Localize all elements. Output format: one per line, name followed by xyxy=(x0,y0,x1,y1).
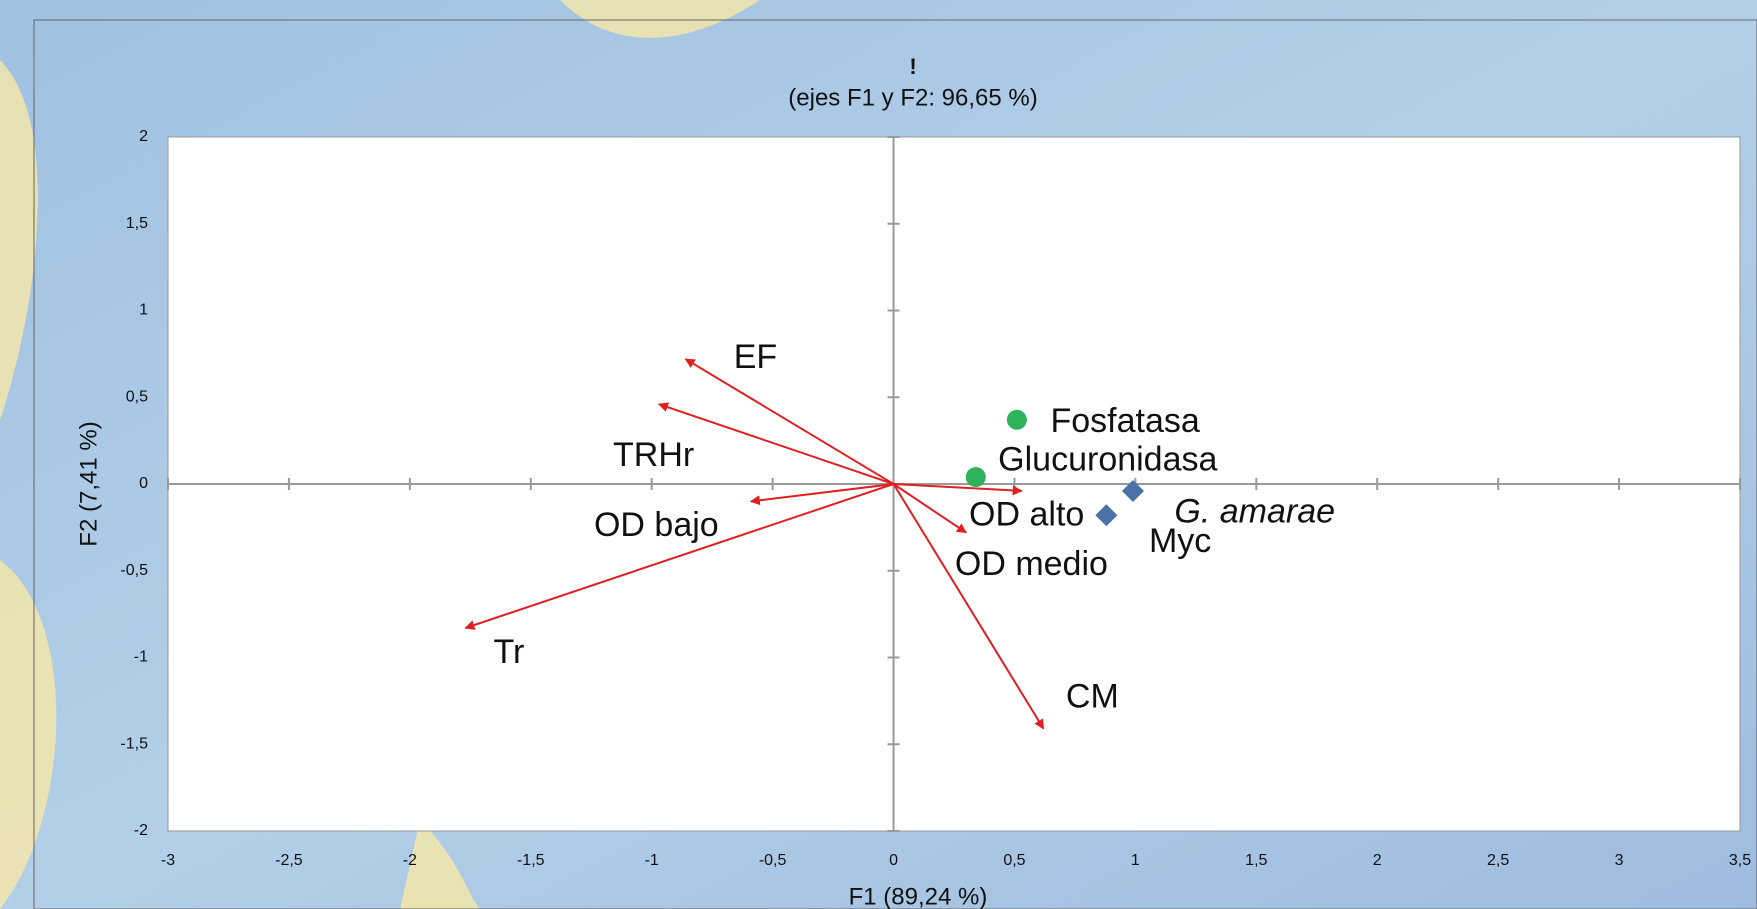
vector-label: OD medio xyxy=(955,545,1108,583)
x-tick-label: -3 xyxy=(161,852,175,869)
x-tick-label: 0 xyxy=(889,852,898,869)
y-tick-label: 2 xyxy=(139,128,148,145)
x-tick-label: -1,5 xyxy=(517,852,545,869)
y-tick-label: 1 xyxy=(139,302,148,319)
vector-label: TRHr xyxy=(613,436,694,474)
x-tick-label: 3,5 xyxy=(1729,852,1751,869)
y-tick-label: -2 xyxy=(134,822,148,839)
y-tick-label: -1,5 xyxy=(120,735,148,752)
vector-label: CM xyxy=(1066,677,1119,715)
chart-title: ! xyxy=(909,54,916,79)
x-tick-label: -0,5 xyxy=(759,852,787,869)
y-tick-label: 0,5 xyxy=(126,388,148,405)
y-tick-label: -0,5 xyxy=(120,562,148,579)
x-tick-label: 2,5 xyxy=(1487,852,1509,869)
x-tick-label: -1 xyxy=(645,852,659,869)
vector-label: OD alto xyxy=(969,496,1084,534)
point-label: Fosfatasa xyxy=(1050,402,1199,440)
chart: ! (ejes F1 y F2: 96,65 %) F1 (89,24 %) F… xyxy=(0,0,1757,909)
x-tick-label: 2 xyxy=(1373,852,1382,869)
y-tick-label: -1 xyxy=(134,649,148,666)
page: ! (ejes F1 y F2: 96,65 %) F1 (89,24 %) F… xyxy=(0,0,1757,909)
vector-label: EF xyxy=(734,338,777,376)
chart-subtitle: (ejes F1 y F2: 96,65 %) xyxy=(788,84,1037,111)
point-label: Myc xyxy=(1149,522,1211,560)
x-axis-label: F1 (89,24 %) xyxy=(849,883,988,909)
x-tick-label: 3 xyxy=(1615,852,1624,869)
y-tick-label: 0 xyxy=(139,475,148,492)
x-tick-label: 1,5 xyxy=(1245,852,1267,869)
x-tick-label: -2 xyxy=(403,852,417,869)
y-axis-label: F2 (7,41 %) xyxy=(75,421,102,546)
x-tick-label: 1 xyxy=(1131,852,1140,869)
vector-label: OD bajo xyxy=(594,506,719,544)
x-tick-label: -2,5 xyxy=(275,852,303,869)
y-tick-label: 1,5 xyxy=(126,215,148,232)
point xyxy=(1007,410,1027,430)
point xyxy=(966,467,986,487)
x-tick-label: 0,5 xyxy=(1003,852,1025,869)
vector-label: Tr xyxy=(493,633,524,671)
point-label: Glucuronidasa xyxy=(998,440,1217,478)
